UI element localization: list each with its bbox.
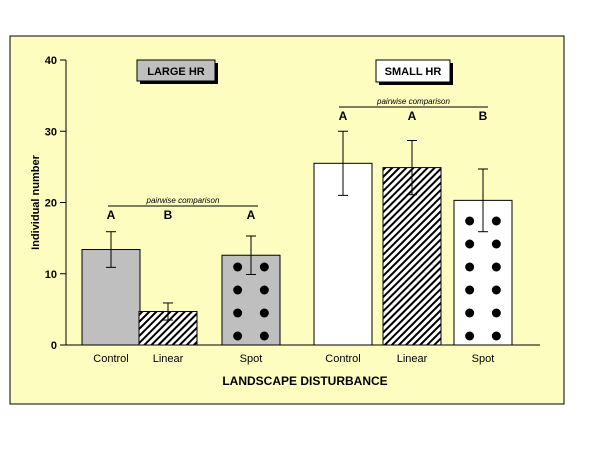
- x-axis-title: LANDSCAPE DISTURBANCE: [222, 374, 387, 388]
- bar-dot: [491, 262, 501, 272]
- group-label: LARGE HR: [147, 66, 205, 78]
- bar-dot: [465, 285, 475, 295]
- bar-dot: [465, 262, 475, 272]
- bar-dot: [491, 216, 501, 226]
- x-tick-label: Control: [93, 353, 128, 365]
- bar-dot: [233, 285, 243, 295]
- x-tick-label: Linear: [397, 353, 428, 365]
- comparison-label: pairwise comparison: [376, 97, 450, 106]
- y-tick-label: 10: [45, 269, 57, 281]
- group-label-box: [136, 59, 216, 82]
- bar-dot: [259, 262, 269, 272]
- bars: [81, 130, 513, 346]
- significance-letter: B: [164, 208, 173, 222]
- group-label: SMALL HR: [385, 66, 442, 78]
- x-tick-label: Spot: [472, 353, 495, 365]
- significance-letter: B: [479, 109, 488, 123]
- x-tick-label: Linear: [153, 353, 184, 365]
- bar-dot: [259, 331, 269, 341]
- bar-dot: [233, 331, 243, 341]
- group-label-box: [375, 59, 451, 83]
- significance-letter: A: [247, 208, 256, 222]
- bar-dot: [491, 285, 501, 295]
- bar-dot: [465, 331, 475, 341]
- y-axis-title: Individual number: [30, 154, 42, 249]
- bar-dot: [465, 308, 475, 318]
- bar-dot: [259, 308, 269, 318]
- y-tick-label: 30: [45, 126, 57, 138]
- significance-letter: A: [107, 208, 116, 222]
- bar-dot: [259, 285, 269, 295]
- y-tick-label: 20: [45, 198, 57, 210]
- x-tick-label: Control: [325, 353, 360, 365]
- x-tick-label: Spot: [240, 353, 263, 365]
- labels: LARGE HR pairwise comparison A Control B Line…: [93, 59, 495, 365]
- bar-dot: [491, 239, 501, 249]
- bar-dot: [465, 239, 475, 249]
- bar-dot: [233, 262, 243, 272]
- y-tick-label: 0: [51, 340, 57, 352]
- significance-letter: A: [339, 109, 348, 123]
- bar-dot: [465, 216, 475, 226]
- significance-letter: A: [408, 109, 417, 123]
- comparison-label: pairwise comparison: [146, 196, 220, 205]
- bar-dot: [491, 331, 501, 341]
- bar-dot: [233, 308, 243, 318]
- bar-dot: [491, 308, 501, 318]
- y-tick-label: 40: [45, 55, 57, 67]
